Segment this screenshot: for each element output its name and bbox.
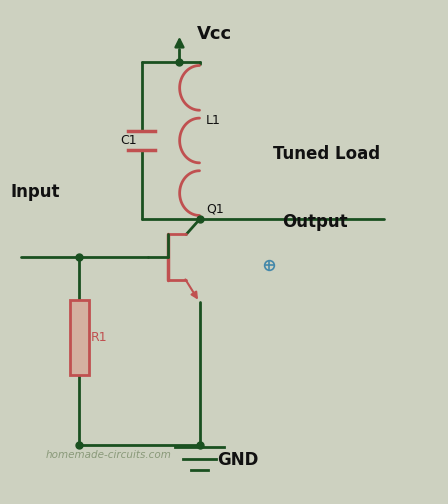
Text: L1: L1 — [206, 114, 221, 127]
Text: R1: R1 — [90, 331, 107, 344]
Text: Input: Input — [10, 183, 60, 201]
Bar — [69, 299, 89, 375]
Text: Vcc: Vcc — [197, 25, 233, 43]
Text: homemade-circuits.com: homemade-circuits.com — [46, 450, 172, 460]
Text: Q1: Q1 — [206, 203, 224, 216]
Text: C1: C1 — [121, 134, 137, 147]
Text: GND: GND — [217, 451, 258, 469]
Text: Tuned Load: Tuned Load — [273, 145, 380, 163]
Text: Output: Output — [282, 213, 348, 231]
